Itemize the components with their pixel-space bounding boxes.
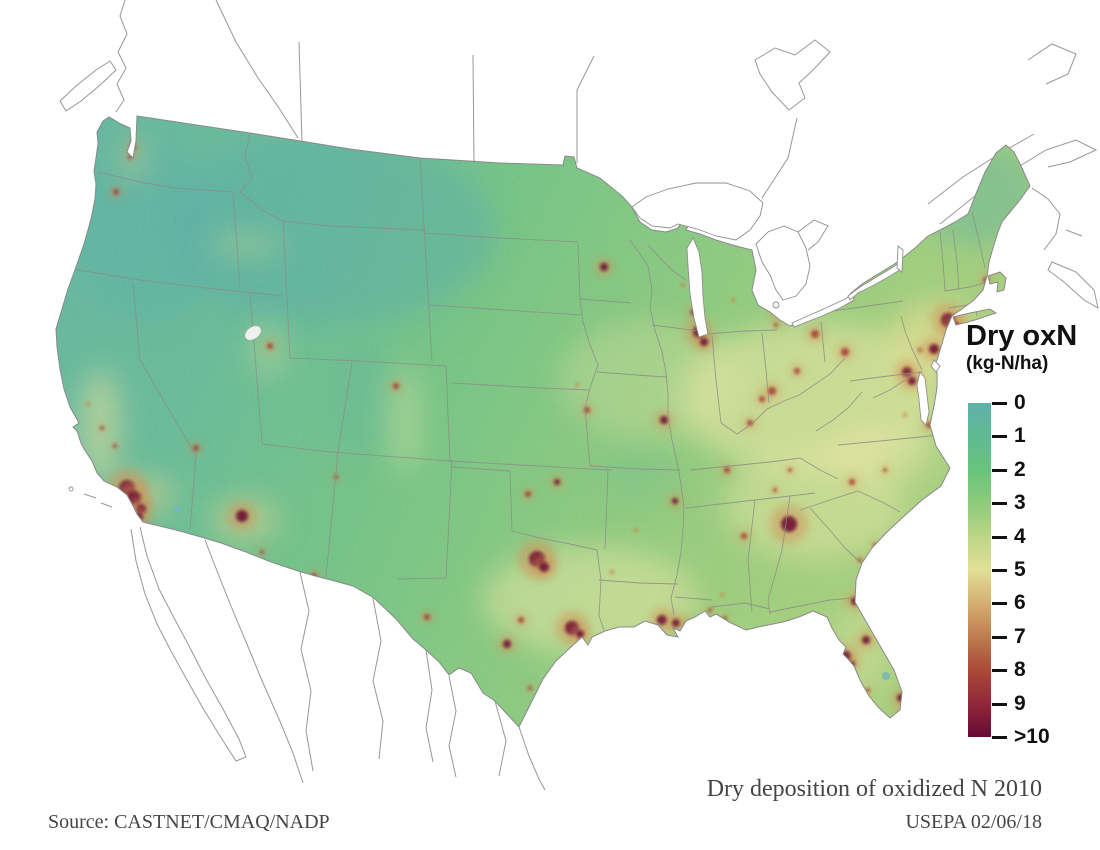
colorbar-tick	[992, 536, 1007, 539]
hotspot	[685, 622, 691, 628]
colorbar-tick	[992, 636, 1007, 639]
colorbar-tick	[992, 703, 1007, 706]
lake-okeechobee	[882, 672, 890, 680]
colorbar-tick-label: 1	[1014, 424, 1026, 447]
georgian-bay	[797, 219, 829, 251]
lake-st-clair	[772, 301, 780, 309]
colorbar-gradient	[968, 403, 991, 737]
source-note: Source: CASTNET/CMAQ/NADP	[48, 811, 330, 833]
channel-islands	[68, 486, 113, 508]
canada-outline	[59, 0, 1099, 309]
inland-lakes	[174, 325, 890, 680]
colorbar-tick	[992, 402, 1007, 405]
colorbar-tick-label: 5	[1014, 558, 1026, 581]
colorbar: 0 1 2 3 4 5 6 7 8 9 >10	[968, 391, 1098, 748]
mexico-outline	[130, 526, 546, 791]
legend: Dry oxN (kg-N/ha) 0 1 2 3 4 5 6 7 8 9 >10	[966, 320, 1096, 749]
colorbar-tick-label: 9	[1014, 692, 1026, 715]
hotspot	[906, 725, 912, 727]
lake-erie	[791, 294, 855, 328]
map-title: Dry deposition of oxidized N 2010	[706, 776, 1042, 802]
colorbar-tick	[992, 502, 1007, 505]
legend-title: Dry oxN	[966, 320, 1078, 352]
hotspot-halo	[901, 720, 917, 727]
salton-sea	[174, 506, 180, 512]
delaware-bay	[930, 359, 941, 373]
colorbar-tick-label: >10	[1014, 725, 1050, 748]
colorbar-tick-label: 6	[1014, 591, 1026, 614]
colorbar-tick	[992, 435, 1007, 438]
colorbar-tick-label: 0	[1014, 391, 1026, 414]
hotspot	[902, 709, 910, 717]
legend-units: (kg-N/ha)	[966, 353, 1049, 374]
colorbar-tick	[992, 736, 1007, 739]
colorbar-tick	[992, 469, 1007, 472]
chesapeake-bay	[916, 371, 930, 426]
state-borders	[59, 120, 988, 631]
great-lakes	[631, 182, 941, 426]
colorbar-tick-label: 8	[1014, 658, 1026, 681]
colorbar-tick-label: 2	[1014, 458, 1026, 481]
lake-michigan	[686, 237, 709, 338]
colorbar-tick	[992, 569, 1007, 572]
colorbar-tick	[992, 669, 1007, 672]
colorbar-tick-label: 7	[1014, 625, 1026, 648]
great-salt-lake	[244, 325, 262, 341]
lake-superior	[631, 182, 764, 241]
lake-champlain	[896, 245, 904, 273]
colorbar-tick-label: 4	[1014, 525, 1026, 548]
lake-ontario	[847, 262, 904, 301]
lake-huron	[755, 225, 811, 301]
agency-stamp: USEPA 02/06/18	[905, 811, 1042, 833]
colorbar-tick-label: 3	[1014, 491, 1026, 514]
colorbar-tick	[992, 602, 1007, 605]
